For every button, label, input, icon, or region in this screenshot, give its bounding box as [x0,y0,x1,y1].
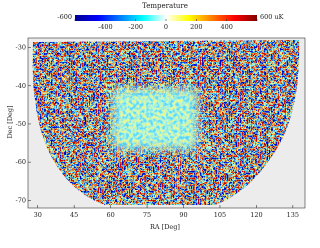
colorbar [75,15,257,21]
x-tick-label: 90 [179,211,187,219]
y-tick-label: -70 [16,196,26,204]
chart: Temperature RA [Deg] Dec [Deg] 30 45 60 75 9… [6,2,306,231]
colorbar-tick-label: -600 [57,13,72,21]
x-tick-label: 60 [106,211,114,219]
colorbar-tick-label: 400 [220,23,232,31]
colorbar-tick-label: 0 [164,23,168,31]
colorbar-tick-label: -400 [98,23,113,31]
colorbar-tick-label: -200 [128,23,143,31]
colorbar-tick-label: 600 uK [260,13,284,21]
map-center [32,40,300,205]
y-tick-label: -40 [16,82,26,90]
x-tick-label: 30 [34,211,42,219]
x-tick-label: 45 [70,211,78,219]
x-axis-label: RA [Deg] [150,223,180,231]
y-axis-label: Dec [Deg] [6,105,14,138]
x-tick-label: 120 [250,211,262,219]
y-tick-label: -50 [16,120,26,128]
y-tick-label: -60 [16,158,26,166]
y-tick-label: -30 [16,44,26,52]
colorbar-title: Temperature [142,2,188,10]
map-region [32,40,300,205]
colorbar-tick-label: 200 [190,23,202,31]
x-tick-label: 75 [143,211,151,219]
x-tick-label: 105 [214,211,226,219]
sky-map [32,40,300,205]
x-tick-label: 135 [287,211,299,219]
